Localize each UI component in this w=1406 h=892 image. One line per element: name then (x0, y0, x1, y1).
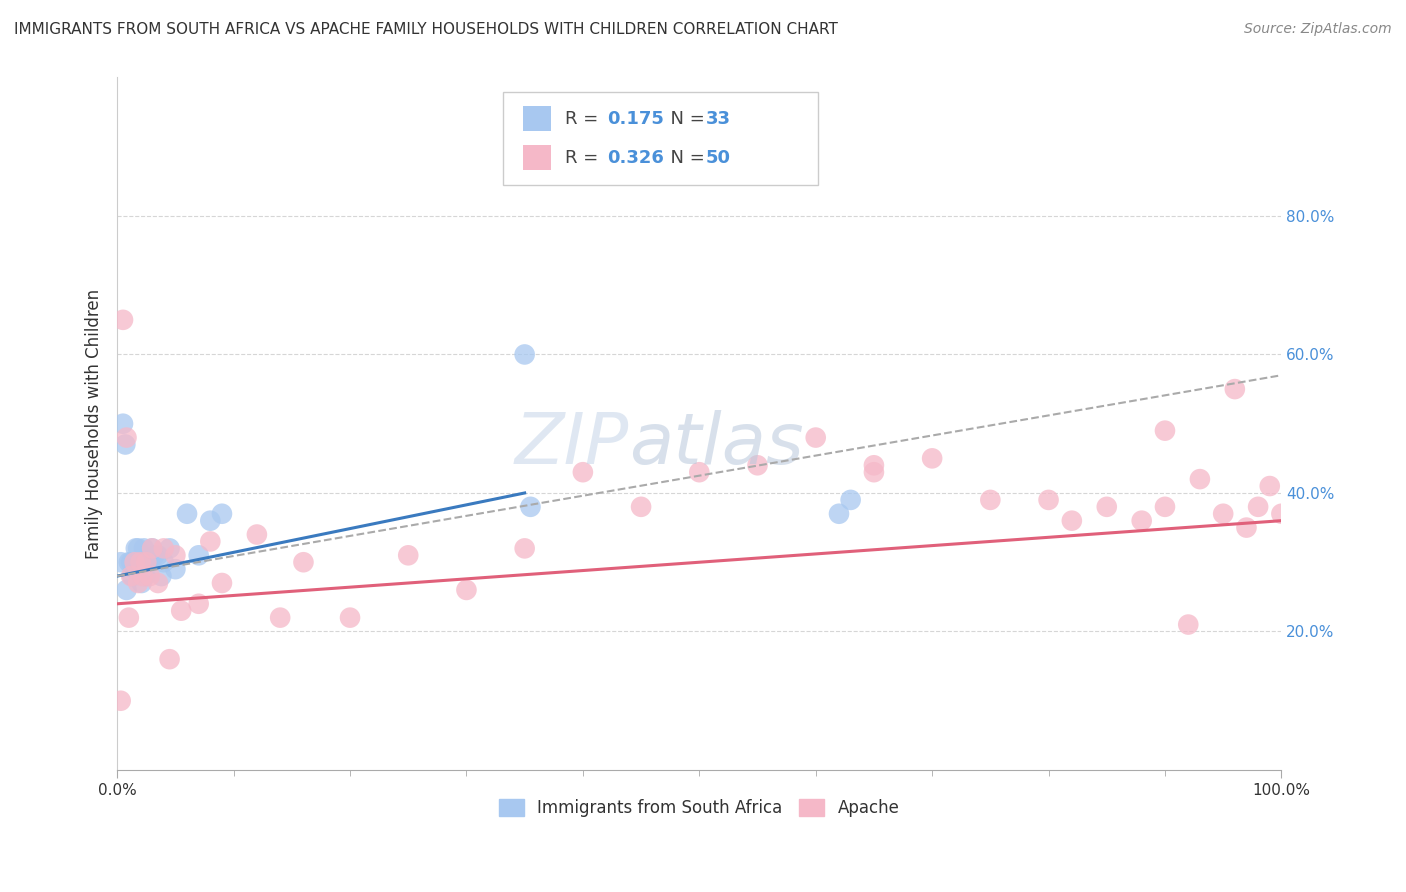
Point (747, 458, 769, 473)
Text: 0.326: 0.326 (607, 149, 664, 167)
Point (136, 555, 159, 569)
Point (1270, 507, 1292, 521)
Point (1188, 472, 1211, 486)
Text: ZIP: ZIP (515, 410, 630, 479)
Point (159, 652, 181, 666)
Point (170, 604, 193, 618)
Point (152, 541, 174, 556)
Point (120, 569, 142, 583)
Point (513, 347, 536, 361)
Point (292, 555, 315, 569)
Point (146, 549, 169, 563)
Point (1223, 382, 1246, 396)
Point (572, 465, 595, 479)
Point (141, 541, 163, 556)
Point (630, 500, 652, 514)
Point (111, 417, 134, 431)
Point (187, 549, 209, 563)
Point (839, 492, 862, 507)
Point (139, 569, 162, 583)
Point (129, 555, 152, 569)
Point (1095, 500, 1118, 514)
Text: Source: ZipAtlas.com: Source: ZipAtlas.com (1244, 22, 1392, 37)
Point (339, 610, 361, 624)
Point (1154, 424, 1177, 438)
Point (269, 610, 291, 624)
Point (1258, 479, 1281, 493)
Point (152, 555, 174, 569)
Point (200, 534, 222, 549)
Point (131, 576, 153, 591)
Point (921, 451, 943, 466)
Point (513, 541, 536, 556)
Text: 33: 33 (706, 110, 731, 128)
Point (211, 507, 233, 521)
Point (1130, 514, 1153, 528)
Point (143, 549, 166, 563)
Point (519, 500, 541, 514)
Point (863, 458, 886, 473)
Text: atlas: atlas (630, 410, 804, 479)
Point (165, 549, 187, 563)
Point (187, 597, 209, 611)
Point (828, 507, 851, 521)
Y-axis label: Family Households with Children: Family Households with Children (86, 289, 103, 558)
Point (979, 492, 1001, 507)
Point (863, 465, 886, 479)
Point (159, 541, 181, 556)
Point (804, 431, 827, 445)
Point (115, 582, 138, 597)
Point (1212, 507, 1234, 521)
Point (146, 576, 169, 591)
Text: 0.175: 0.175 (607, 110, 664, 128)
Text: 50: 50 (706, 149, 731, 167)
Point (139, 555, 162, 569)
Point (135, 555, 157, 569)
Legend: Immigrants from South Africa, Apache: Immigrants from South Africa, Apache (492, 792, 907, 824)
Point (1060, 514, 1083, 528)
Point (121, 569, 143, 583)
Point (124, 555, 146, 569)
Point (132, 555, 155, 569)
Point (1038, 492, 1060, 507)
Point (211, 576, 233, 591)
Point (1236, 520, 1258, 534)
Point (111, 313, 134, 327)
Point (176, 507, 198, 521)
Point (129, 555, 152, 569)
Text: N =: N = (659, 110, 711, 128)
Point (200, 514, 222, 528)
Point (127, 576, 149, 591)
Point (127, 541, 149, 556)
Point (150, 569, 173, 583)
Point (115, 431, 138, 445)
Point (246, 527, 269, 541)
Point (132, 541, 155, 556)
Point (124, 562, 146, 576)
Point (1247, 500, 1270, 514)
Point (688, 465, 710, 479)
Point (120, 555, 142, 569)
Point (125, 541, 148, 556)
Text: R =: R = (565, 149, 605, 167)
Point (135, 555, 157, 569)
Point (114, 437, 136, 451)
Point (110, 555, 132, 569)
Point (396, 549, 419, 563)
Point (118, 555, 141, 569)
Point (141, 541, 163, 556)
Text: R =: R = (565, 110, 605, 128)
Point (1177, 617, 1199, 632)
Point (165, 562, 187, 576)
Point (1154, 500, 1177, 514)
Point (456, 582, 478, 597)
Text: IMMIGRANTS FROM SOUTH AFRICA VS APACHE FAMILY HOUSEHOLDS WITH CHILDREN CORRELATI: IMMIGRANTS FROM SOUTH AFRICA VS APACHE F… (14, 22, 838, 37)
Point (132, 569, 155, 583)
Point (134, 569, 156, 583)
Point (110, 694, 132, 708)
Point (118, 610, 141, 624)
Text: N =: N = (659, 149, 711, 167)
